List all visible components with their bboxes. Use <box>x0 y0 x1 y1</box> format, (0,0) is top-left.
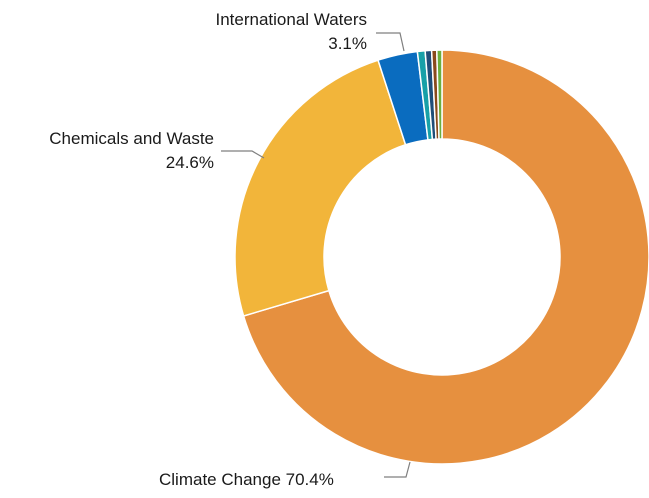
leader-line-climate-change <box>384 461 411 478</box>
donut-slices <box>234 49 649 465</box>
label-chemicals-and-waste: Chemicals and Waste <box>49 129 214 148</box>
label-climate-change-name: Climate Change <box>159 470 281 489</box>
slice-minor-6 <box>436 49 443 140</box>
slice-chemicals-and-waste <box>234 59 407 317</box>
label-climate-change: Climate Change 70.4% <box>159 470 334 489</box>
slice-climate-change <box>242 49 649 465</box>
leader-line-chemicals-and-waste <box>221 150 265 159</box>
label-international-waters: International Waters <box>216 10 368 29</box>
value-chemicals-and-waste: 24.6% <box>166 153 214 172</box>
label-climate-change-value: 70.4% <box>281 470 334 489</box>
leader-line-international-waters <box>376 32 405 52</box>
value-international-waters: 3.1% <box>328 34 367 53</box>
